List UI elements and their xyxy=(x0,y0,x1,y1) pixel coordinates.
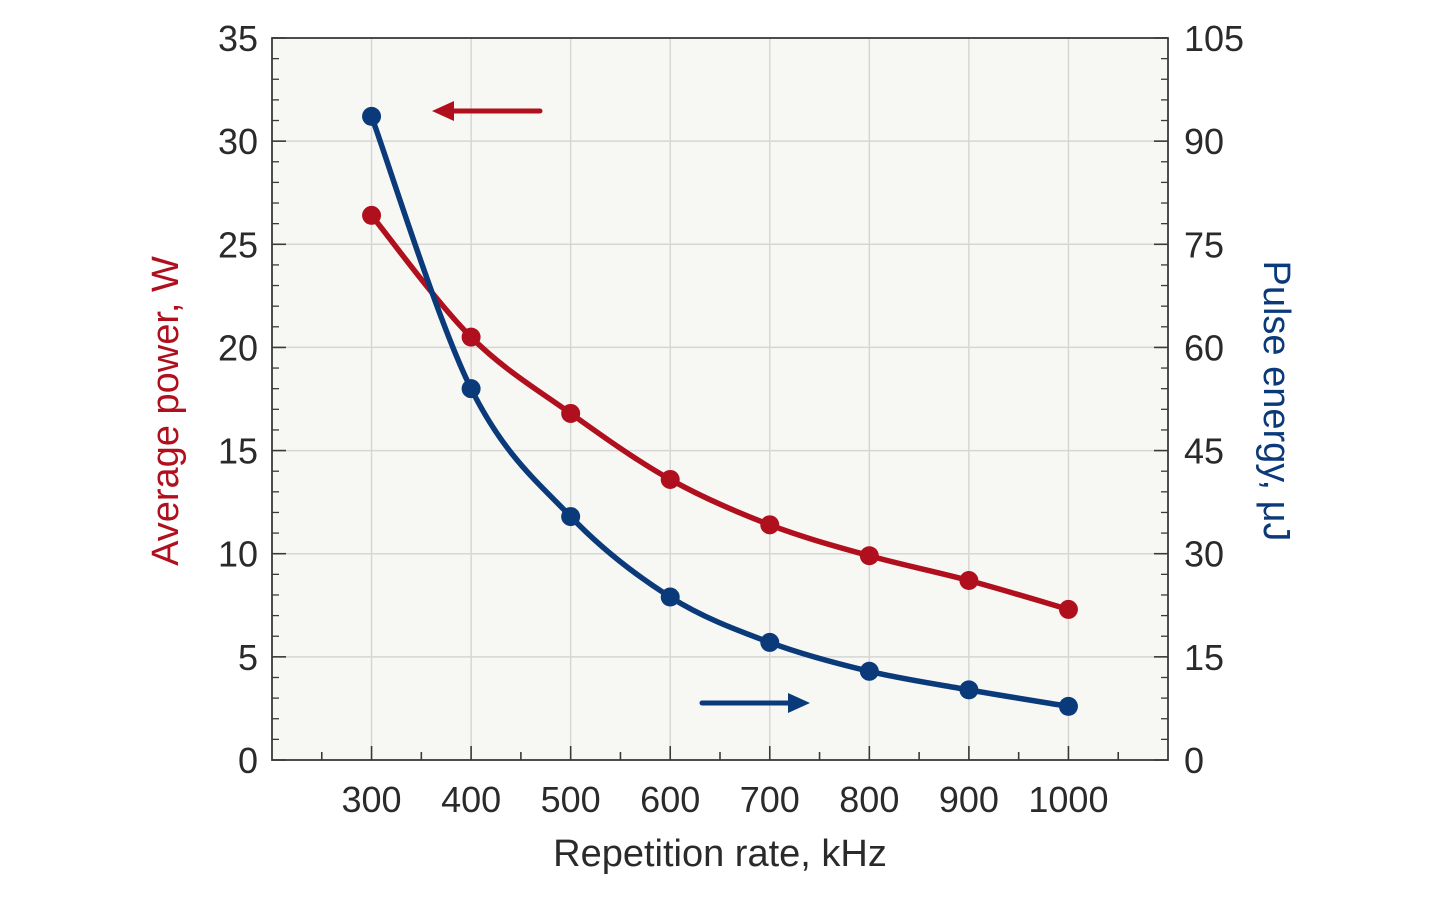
data-point xyxy=(859,546,879,566)
y-right-tick-label: 30 xyxy=(1184,534,1224,575)
y-right-tick-label: 45 xyxy=(1184,431,1224,472)
series-pulse-energy xyxy=(362,106,1078,716)
y-right-tick-label: 75 xyxy=(1184,224,1224,265)
axes xyxy=(271,37,1169,761)
y-right-tick-label: 15 xyxy=(1184,637,1224,678)
data-point xyxy=(362,106,382,126)
y-right-tick-label: 105 xyxy=(1184,18,1244,59)
x-tick-label: 700 xyxy=(740,779,800,820)
y-left-tick-label: 0 xyxy=(238,740,258,781)
data-point xyxy=(561,403,581,423)
data-point xyxy=(959,571,979,591)
y-right-tick-label: 90 xyxy=(1184,121,1224,162)
y-axis-left-title: Average power, W xyxy=(145,256,187,566)
y-left-tick-label: 30 xyxy=(218,121,258,162)
data-point xyxy=(859,661,879,681)
annotation-arrows xyxy=(432,101,810,713)
data-point xyxy=(461,379,481,399)
x-tick-label: 1000 xyxy=(1028,779,1108,820)
data-point xyxy=(1058,696,1078,716)
tick-labels: 300 400 500 600 700 800 900 1000 0 5 10 15 20 25 30 35 0… xyxy=(218,18,1244,820)
grid-lines xyxy=(272,38,1168,760)
plot-area-background xyxy=(272,38,1168,760)
y-left-tick-label: 20 xyxy=(218,327,258,368)
data-point xyxy=(760,632,780,652)
y-axis-right-title: Pulse energy, μJ xyxy=(1255,261,1297,542)
data-point xyxy=(362,205,382,225)
y-left-tick-label: 10 xyxy=(218,534,258,575)
y-left-tick-label: 25 xyxy=(218,224,258,265)
y-left-tick-label: 15 xyxy=(218,431,258,472)
right-axis-arrow-icon xyxy=(699,693,810,713)
series-average-power xyxy=(362,205,1078,619)
data-point xyxy=(1058,599,1078,619)
series-layer xyxy=(362,106,1078,716)
y-left-tick-label: 35 xyxy=(218,18,258,59)
data-point xyxy=(760,515,780,535)
x-tick-label: 800 xyxy=(839,779,899,820)
y-left-tick-label: 5 xyxy=(238,637,258,678)
x-tick-label: 400 xyxy=(441,779,501,820)
x-axis-title: Repetition rate, kHz xyxy=(553,833,887,875)
x-tick-label: 300 xyxy=(342,779,402,820)
data-point xyxy=(461,327,481,347)
data-point xyxy=(660,469,680,489)
y-right-tick-label: 0 xyxy=(1184,740,1204,781)
x-tick-label: 500 xyxy=(541,779,601,820)
left-axis-arrow-icon xyxy=(432,101,543,121)
data-point xyxy=(660,587,680,607)
arrow-head xyxy=(432,101,454,121)
arrow-head xyxy=(788,693,810,713)
x-tick-label: 900 xyxy=(939,779,999,820)
x-tick-label: 600 xyxy=(640,779,700,820)
data-point xyxy=(959,680,979,700)
y-right-tick-label: 60 xyxy=(1184,327,1224,368)
data-point xyxy=(561,507,581,527)
